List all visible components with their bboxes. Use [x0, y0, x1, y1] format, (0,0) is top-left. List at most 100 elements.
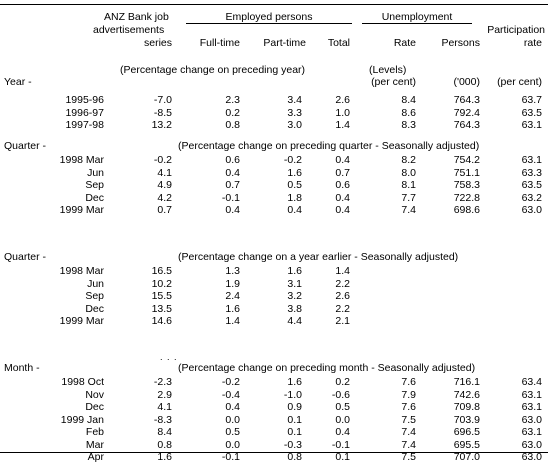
table-cell: 0.8 — [287, 451, 302, 463]
table-cell: 1.6 — [287, 166, 302, 179]
table-cell: 8.2 — [401, 154, 416, 166]
participation-header-line1: Participation — [487, 24, 545, 36]
table-cell: 758.3 — [453, 179, 480, 191]
section-note: (Percentage change on preceding month - … — [178, 362, 476, 374]
table-cell: 0.5 — [335, 401, 350, 413]
row-period: Sep — [85, 290, 104, 302]
table-cell: 7.7 — [401, 191, 416, 204]
table-cell: 1.3 — [225, 265, 240, 277]
row-period: 1995-96 — [65, 94, 104, 106]
table-cell: 0.4 — [335, 191, 350, 204]
row-period: Dec — [85, 302, 104, 315]
total-header: Total — [327, 37, 350, 49]
section-label: Month - — [4, 362, 40, 374]
table-cell: 0.0 — [225, 413, 240, 426]
row-period: Sep — [85, 179, 104, 191]
table-cell: -8.3 — [153, 413, 172, 426]
table-cell: 3.8 — [287, 302, 302, 315]
persons-unit: ('000) — [453, 76, 480, 88]
table-cell: 63.1 — [521, 401, 542, 413]
table-cell: 0.0 — [335, 413, 350, 426]
table-cell: -0.4 — [221, 388, 240, 401]
table-cell: 7.9 — [401, 388, 416, 401]
table-cell: 63.3 — [521, 166, 542, 179]
anz-header-line2: advertisements — [93, 24, 165, 36]
persons-header: Persons — [441, 37, 480, 49]
table-cell: 2.2 — [335, 302, 350, 315]
table-cell: 703.9 — [453, 413, 480, 426]
table-cell: -0.1 — [221, 191, 240, 204]
table-cell: 3.3 — [287, 106, 302, 119]
table-cell: 696.5 — [453, 426, 480, 438]
row-period: Apr — [87, 451, 104, 463]
table-cell: 1.6 — [287, 265, 302, 277]
table-cell: 0.8 — [225, 119, 240, 131]
table-cell: 63.7 — [521, 94, 542, 106]
table-cell: 1.4 — [225, 315, 240, 327]
table-cell: 0.1 — [335, 451, 350, 463]
participation-unit: (per cent) — [497, 76, 542, 88]
table-cell: 7.4 — [401, 204, 416, 216]
table-cell: 0.1 — [287, 413, 302, 426]
table-cell: 7.4 — [401, 438, 416, 451]
table-cell: 0.9 — [287, 401, 302, 413]
table-cell: -0.2 — [153, 154, 172, 166]
table-cell: 0.6 — [335, 179, 350, 191]
table-cell: 8.0 — [401, 166, 416, 179]
table-cell: 1.6 — [287, 376, 302, 388]
table-cell: 4.2 — [157, 191, 172, 204]
table-cell: 0.0 — [225, 438, 240, 451]
table-cell: 63.5 — [521, 179, 542, 191]
table-cell: 1.4 — [335, 265, 350, 277]
table-cell: 2.2 — [335, 277, 350, 290]
table-cell: 1.6 — [225, 302, 240, 315]
section-label: Year - — [4, 76, 32, 88]
table-cell: 3.0 — [287, 119, 302, 131]
row-period: Dec — [85, 401, 104, 413]
table-cell: 63.4 — [521, 376, 542, 388]
table-cell: 0.7 — [225, 179, 240, 191]
table-cell: 0.4 — [335, 426, 350, 438]
table-cell: -8.5 — [153, 106, 172, 119]
row-period: Jun — [87, 166, 104, 179]
section-label: Quarter - — [4, 251, 47, 263]
table-cell: 1.4 — [335, 119, 350, 131]
table-cell: 0.4 — [335, 154, 350, 166]
unemployment-group-header: Unemployment — [381, 11, 453, 23]
table-cell: 1.6 — [157, 451, 172, 463]
table-cell: 695.5 — [453, 438, 480, 451]
table-cell: 13.5 — [151, 302, 172, 315]
table-cell: 63.0 — [521, 204, 542, 216]
row-period: 1996-97 — [65, 106, 104, 119]
table-cell: 764.3 — [453, 94, 480, 106]
table-cell: 4.9 — [157, 179, 172, 191]
row-period: 1998 Mar — [59, 154, 104, 166]
row-period: 1998 Oct — [61, 376, 104, 388]
table-cell: 3.2 — [287, 290, 302, 302]
table-cell: 63.1 — [521, 154, 542, 166]
table-cell: 16.5 — [151, 265, 172, 277]
table-cell: 10.2 — [151, 277, 172, 290]
section-note: (Percentage change on a year earlier - S… — [178, 251, 459, 263]
table-cell: 63.0 — [521, 413, 542, 426]
table-cell: 63.0 — [521, 438, 542, 451]
table-cell: 13.2 — [151, 119, 172, 131]
row-period: Jun — [87, 277, 104, 290]
table-cell: -2.3 — [153, 376, 172, 388]
table-cell: 0.7 — [157, 204, 172, 216]
table-cell: 0.7 — [335, 166, 350, 179]
table-cell: 4.4 — [287, 315, 302, 327]
row-period: Mar — [85, 438, 104, 451]
table-cell: 751.1 — [453, 166, 480, 179]
table-cell: 3.4 — [287, 94, 302, 106]
table-cell: 63.1 — [521, 119, 542, 131]
table-cell: 1.8 — [287, 191, 302, 204]
table-cell: 3.1 — [287, 277, 302, 290]
table-cell: 63.2 — [521, 191, 542, 204]
bottom-rule — [0, 452, 548, 453]
table-cell: 0.4 — [335, 204, 350, 216]
row-period: 1998 Mar — [59, 265, 104, 277]
table-cell: 0.5 — [225, 426, 240, 438]
employed-group-header: Employed persons — [225, 11, 313, 23]
table-cell: 8.4 — [157, 426, 172, 438]
